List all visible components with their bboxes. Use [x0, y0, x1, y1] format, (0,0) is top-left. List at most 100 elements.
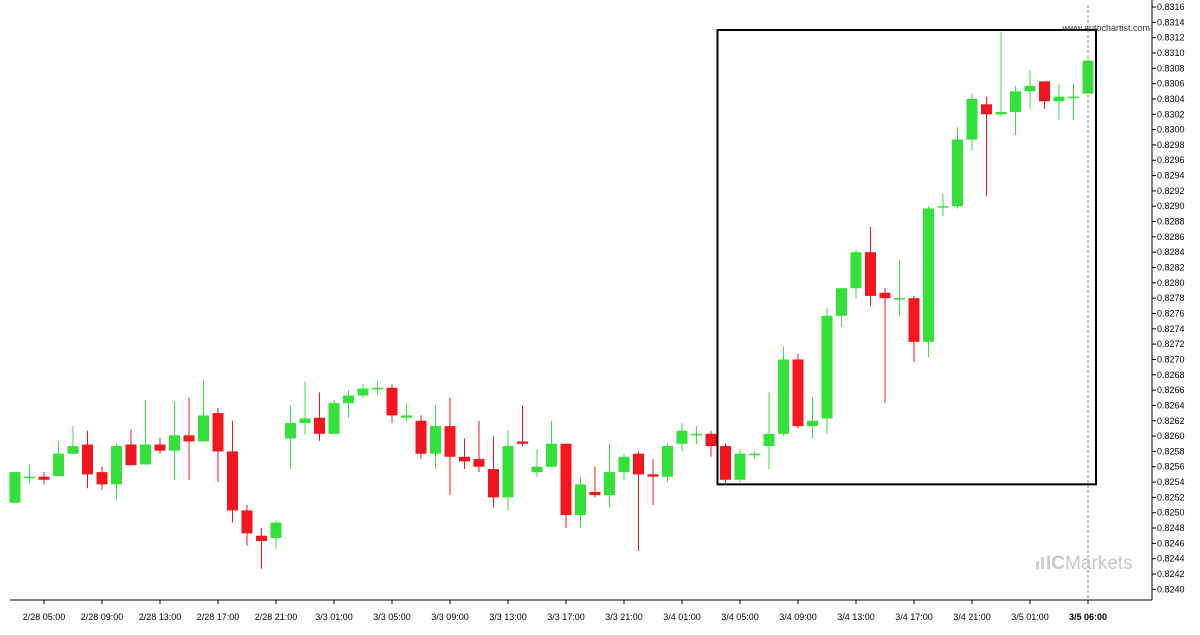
candle [531, 449, 543, 477]
y-tick-label: 0.8312 [1157, 33, 1185, 43]
candle [836, 288, 847, 327]
candle-body [53, 453, 64, 476]
x-axis: 2/28 05:00 2/28 09:00 2/28 13:00 2/28 17:00… [10, 599, 1152, 622]
candle [459, 438, 470, 470]
y-tick-label: 0.8306 [1157, 79, 1185, 89]
candle-body [227, 451, 238, 511]
y-tick-label: 0.8308 [1157, 63, 1185, 73]
candle-body [778, 359, 789, 434]
y-tick-label: 0.8298 [1157, 140, 1185, 150]
candle [9, 472, 21, 503]
y-tick-label: 0.8244 [1157, 554, 1185, 564]
candle [415, 415, 427, 460]
y-tick-label: 0.8270 [1157, 354, 1185, 364]
y-tick-label: 0.8260 [1157, 431, 1185, 441]
candle-body [183, 435, 195, 442]
candle [662, 443, 673, 483]
candle-body [140, 444, 151, 465]
candle-body [38, 476, 50, 480]
y-tick-label: 0.8278 [1157, 293, 1185, 303]
candle [343, 390, 354, 418]
candle [734, 449, 746, 483]
y-tick-label: 0.8256 [1157, 462, 1185, 472]
candle [328, 400, 340, 434]
candle [24, 464, 35, 484]
candle [1024, 70, 1036, 109]
candle-body [966, 98, 978, 140]
candle-body [502, 446, 514, 498]
candle [908, 295, 920, 362]
candle-body [256, 535, 267, 542]
candle-body [357, 388, 369, 396]
candle-body [430, 426, 441, 454]
candle [140, 400, 151, 465]
candle [96, 466, 108, 490]
candle-body [720, 446, 731, 480]
candle [444, 397, 456, 496]
candle [792, 354, 804, 429]
y-tick-label: 0.8250 [1157, 508, 1185, 518]
y-tick-label: 0.8292 [1157, 186, 1185, 196]
candles-layer [9, 32, 1094, 569]
candle [1010, 85, 1021, 135]
candle-body [618, 456, 630, 473]
candle-body [96, 472, 108, 485]
candle [705, 430, 717, 457]
x-tick-label: 3/5 01:00 [1011, 612, 1049, 622]
x-tick-label: 2/28 21:00 [255, 612, 298, 622]
y-tick-label: 0.8240 [1157, 584, 1185, 594]
y-tick-label: 0.8246 [1157, 538, 1185, 548]
candle-body [589, 492, 601, 496]
candle [676, 423, 688, 452]
candle [473, 420, 485, 473]
candle-body [807, 420, 818, 427]
candle-body [850, 252, 862, 289]
candle-body [343, 395, 354, 404]
candle [807, 397, 818, 439]
y-tick-label: 0.8274 [1157, 324, 1185, 334]
candle [937, 193, 949, 217]
brand-prefix: IC [1046, 553, 1065, 574]
candle [314, 392, 325, 441]
candle [879, 288, 891, 404]
y-tick-label: 0.8254 [1157, 477, 1185, 487]
candle [647, 459, 659, 506]
candle [1039, 81, 1050, 109]
y-tick-label: 0.8294 [1157, 171, 1185, 181]
brand-text: ICMarkets [1046, 553, 1133, 574]
candle-body [705, 433, 717, 447]
y-tick-label: 0.8288 [1157, 217, 1185, 227]
candle [966, 93, 978, 151]
candle-body [604, 472, 615, 496]
candle-body [67, 446, 79, 454]
y-tick-label: 0.8262 [1157, 416, 1185, 426]
x-tick-label: 3/4 17:00 [895, 612, 933, 622]
x-tick-label: 3/4 21:00 [953, 612, 991, 622]
candle-body [865, 252, 876, 296]
candle-body [1053, 96, 1065, 102]
candle [38, 472, 50, 485]
candle-body [981, 104, 992, 115]
y-tick-label: 0.8316 [1157, 2, 1185, 12]
candle-body [444, 426, 456, 457]
x-tick-label: 3/4 13:00 [837, 612, 875, 622]
candle-body [198, 415, 209, 442]
candle [183, 397, 195, 480]
x-tick-label: 3/3 21:00 [605, 612, 643, 622]
candle [1053, 83, 1065, 120]
x-tick-label: 3/3 13:00 [489, 612, 527, 622]
candle [256, 528, 267, 569]
candle-body [24, 476, 35, 479]
candle-body [879, 292, 891, 299]
candle [227, 420, 238, 523]
candle [198, 379, 209, 442]
candle [241, 505, 253, 546]
candle [357, 383, 369, 398]
candle [923, 206, 934, 358]
candle [372, 381, 383, 395]
candle [488, 436, 499, 508]
x-tick-label: 3/5 06:00 [1069, 612, 1107, 622]
y-tick-label: 0.8290 [1157, 201, 1185, 211]
candle [517, 405, 528, 447]
